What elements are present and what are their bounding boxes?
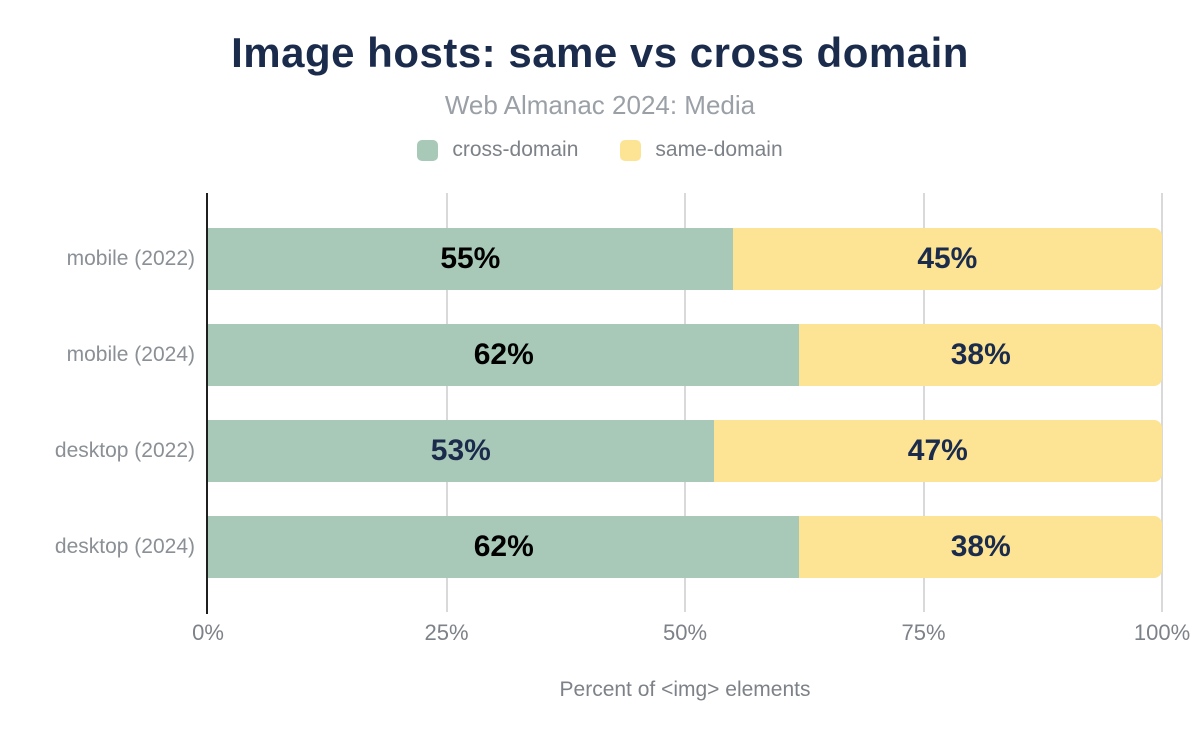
legend-label: cross-domain (452, 138, 579, 161)
category-label: desktop (2024) (54, 535, 195, 558)
bar-row: desktop (2024) 62% 38% (55, 516, 1162, 578)
bar-row: mobile (2022) 55% 45% (67, 228, 1162, 290)
bar-row: desktop (2022) 53% 47% (55, 420, 1162, 482)
x-tick-label: 0% (192, 620, 224, 645)
x-tick-label: 75% (901, 620, 946, 645)
x-tick-label: 25% (424, 620, 469, 645)
x-axis-ticks: 0% 25% 50% 75% 100% (192, 620, 1190, 648)
chart-subtitle: Web Almanac 2024: Media (444, 90, 756, 120)
legend: cross-domain same-domain (0, 138, 1200, 162)
gridline-50 (684, 193, 686, 612)
legend-swatch-icon (620, 139, 642, 161)
gridline-25 (445, 193, 448, 612)
category-label: mobile (2024) (66, 343, 195, 366)
plot-area: mobile (2022) 55% 45% mobile (2024) 62% 38% de… (55, 193, 1163, 614)
chart-title: Image hosts: same vs cross domain (231, 29, 969, 76)
x-axis-title: Percent of <img> elements (559, 678, 811, 701)
gridline-75 (922, 193, 925, 612)
x-tick-label: 50% (662, 620, 708, 645)
bar-segment-cross-domain: 55% (208, 228, 733, 290)
legend-item-cross-domain: cross-domain (417, 138, 578, 162)
x-tick-label: 100% (1133, 620, 1191, 645)
category-label: mobile (2022) (66, 247, 195, 270)
bars: mobile (2022) 55% 45% mobile (2024) 62% 38% de… (55, 193, 1162, 608)
bar-segment-cross-domain: 62% (208, 324, 800, 386)
bar-row: mobile (2024) 62% 38% (67, 324, 1162, 386)
legend-item-same-domain: same-domain (620, 138, 783, 162)
legend-swatch-icon (417, 139, 439, 161)
bar-segment-same-domain: 38% (799, 324, 1162, 386)
legend-label: same-domain (655, 138, 783, 161)
bar-segment-cross-domain: 62% (208, 516, 800, 578)
y-axis-line (206, 193, 208, 614)
gridline-100 (1161, 193, 1163, 612)
bar-segment-same-domain: 38% (799, 516, 1162, 578)
bar-segment-same-domain: 45% (732, 228, 1162, 290)
bar-segment-cross-domain: 53% (208, 420, 714, 482)
bar-segment-same-domain: 47% (713, 420, 1162, 482)
category-label: desktop (2022) (54, 439, 195, 462)
